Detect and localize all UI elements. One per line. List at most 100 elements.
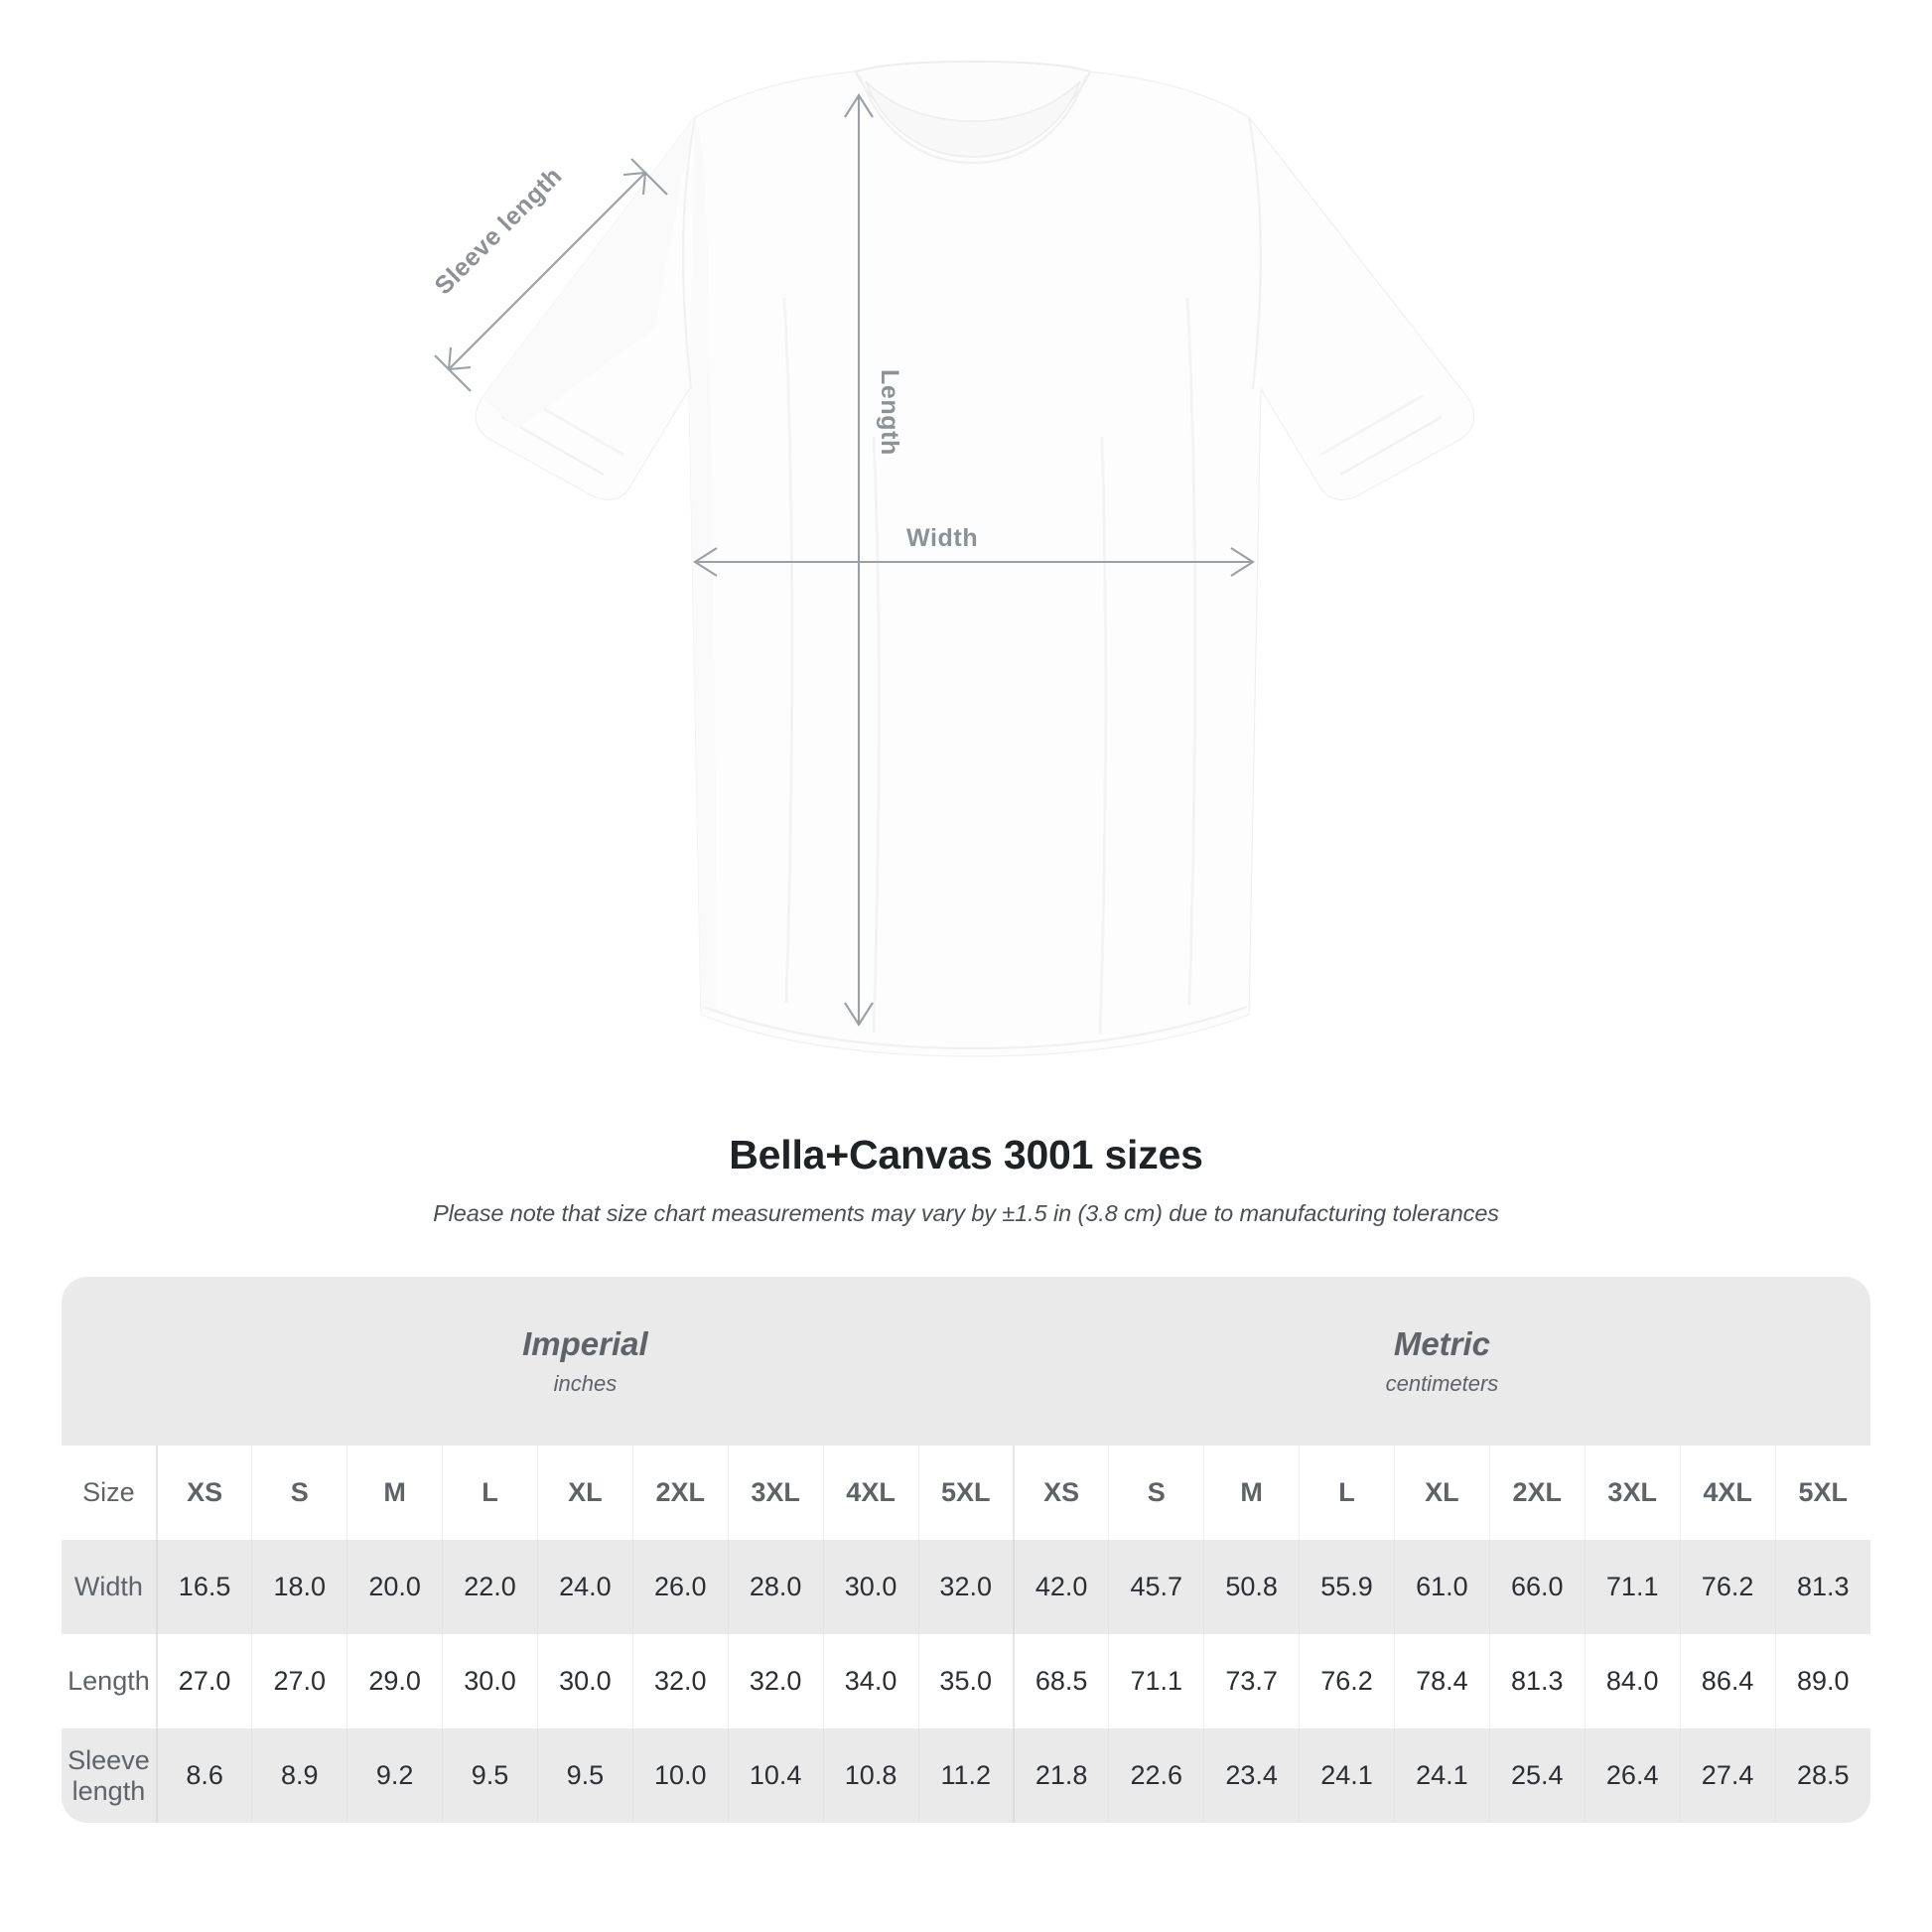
cell-width-imperial-4xl: 30.0 [823,1540,919,1634]
width-arrow [693,547,1255,577]
title-block: Bella+Canvas 3001 sizes Please note that… [0,1132,1932,1227]
page-title: Bella+Canvas 3001 sizes [729,1132,1203,1177]
cell-length-metric-s: 71.1 [1108,1634,1205,1728]
cell-width-metric-2xl: 66.0 [1489,1540,1586,1634]
row-label-sleeve-length: Sleeve length [62,1728,158,1823]
size-header-metric-l: L [1299,1446,1395,1540]
table-row: Length 27.0 27.0 29.0 30.0 30.0 32.0 32.… [62,1634,1870,1728]
size-header-metric-4xl: 4XL [1680,1446,1776,1540]
cell-width-imperial-3xl: 28.0 [728,1540,824,1634]
unit-sub-imperial: inches [553,1370,618,1396]
cell-sleeve-metric-xs: 21.8 [1012,1728,1110,1823]
cell-width-metric-m: 50.8 [1203,1540,1301,1634]
unit-header-metric: Metric centimeters [1013,1277,1870,1446]
cell-length-imperial-xs: 27.0 [156,1634,253,1728]
cell-width-imperial-l: 22.0 [442,1540,538,1634]
size-table-wrapper: Imperial inches Metric centimeters Size … [62,1277,1870,1823]
tshirt-illustration [475,60,1475,1057]
cell-length-imperial-3xl: 32.0 [728,1634,824,1728]
cell-length-metric-5xl: 89.0 [1775,1634,1870,1728]
size-header-metric-3xl: 3XL [1585,1446,1681,1540]
row-label-width: Width [62,1540,158,1634]
cell-width-metric-4xl: 76.2 [1680,1540,1776,1634]
cell-length-metric-xs: 68.5 [1012,1634,1110,1728]
cell-length-metric-4xl: 86.4 [1680,1634,1776,1728]
cell-length-imperial-xl: 30.0 [537,1634,633,1728]
cell-width-imperial-m: 20.0 [346,1540,444,1634]
unit-name-imperial: Imperial [522,1325,648,1363]
size-header-imperial-xs: XS [156,1446,253,1540]
cell-length-metric-l: 76.2 [1299,1634,1395,1728]
cell-sleeve-metric-5xl: 28.5 [1775,1728,1870,1823]
cell-length-metric-2xl: 81.3 [1489,1634,1586,1728]
size-header-imperial-s: S [251,1446,348,1540]
cell-sleeve-imperial-m: 9.2 [346,1728,444,1823]
cell-width-metric-5xl: 81.3 [1775,1540,1870,1634]
size-header-metric-xs: XS [1012,1446,1110,1540]
cell-sleeve-metric-m: 23.4 [1203,1728,1301,1823]
size-header-metric-m: M [1203,1446,1301,1540]
cell-width-metric-xs: 42.0 [1012,1540,1110,1634]
length-label: Length [876,369,903,456]
cell-sleeve-imperial-3xl: 10.4 [728,1728,824,1823]
size-header-metric-2xl: 2XL [1489,1446,1586,1540]
cell-width-imperial-xs: 16.5 [156,1540,253,1634]
cell-sleeve-imperial-l: 9.5 [442,1728,538,1823]
tshirt-diagram: Sleeve length Length Width [429,60,1475,1057]
size-header-imperial-l: L [442,1446,538,1540]
table-row: Sleeve length 8.6 8.9 9.2 9.5 9.5 10.0 1… [62,1728,1870,1823]
cell-sleeve-metric-l: 24.1 [1299,1728,1395,1823]
sleeve-length-arrow [434,158,668,392]
cell-width-metric-3xl: 71.1 [1585,1540,1681,1634]
size-header-imperial-xl: XL [537,1446,633,1540]
cell-length-metric-xl: 78.4 [1394,1634,1490,1728]
cell-sleeve-metric-xl: 24.1 [1394,1728,1490,1823]
cell-sleeve-metric-s: 22.6 [1108,1728,1205,1823]
unit-header-row: Imperial inches Metric centimeters [62,1277,1870,1446]
cell-length-imperial-l: 30.0 [442,1634,538,1728]
unit-name-metric: Metric [1393,1325,1491,1363]
sleeve-length-label: Sleeve length [429,162,567,300]
size-header-metric-s: S [1108,1446,1205,1540]
size-table: Imperial inches Metric centimeters Size … [62,1277,1870,1823]
size-header-metric-5xl: 5XL [1775,1446,1870,1540]
cell-sleeve-metric-4xl: 27.4 [1680,1728,1776,1823]
row-label-size: Size [62,1446,158,1540]
cell-length-imperial-4xl: 34.0 [823,1634,919,1728]
table-row: Width 16.5 18.0 20.0 22.0 24.0 26.0 28.0… [62,1540,1870,1634]
cell-sleeve-metric-2xl: 25.4 [1489,1728,1586,1823]
unit-header-spacer [62,1277,157,1446]
width-label: Width [906,524,978,552]
cell-length-metric-3xl: 84.0 [1585,1634,1681,1728]
size-header-imperial-3xl: 3XL [728,1446,824,1540]
cell-width-imperial-s: 18.0 [251,1540,348,1634]
cell-width-imperial-5xl: 32.0 [918,1540,1015,1634]
cell-sleeve-imperial-xl: 9.5 [537,1728,633,1823]
size-header-imperial-m: M [346,1446,444,1540]
size-header-imperial-4xl: 4XL [823,1446,919,1540]
tolerance-note: Please note that size chart measurements… [433,1200,1499,1226]
row-label-length: Length [62,1634,158,1728]
size-header-row: Size XS S M L XL 2XL 3XL 4XL 5XL XS S M … [62,1446,1870,1540]
cell-width-metric-xl: 61.0 [1394,1540,1490,1634]
cell-width-metric-l: 55.9 [1299,1540,1395,1634]
cell-length-metric-m: 73.7 [1203,1634,1301,1728]
size-header-imperial-2xl: 2XL [632,1446,729,1540]
cell-length-imperial-2xl: 32.0 [632,1634,729,1728]
cell-length-imperial-s: 27.0 [251,1634,348,1728]
cell-sleeve-imperial-xs: 8.6 [156,1728,253,1823]
cell-sleeve-imperial-5xl: 11.2 [918,1728,1015,1823]
size-header-imperial-5xl: 5XL [918,1446,1015,1540]
cell-width-imperial-2xl: 26.0 [632,1540,729,1634]
cell-sleeve-imperial-4xl: 10.8 [823,1728,919,1823]
unit-sub-metric: centimeters [1385,1370,1499,1396]
unit-header-imperial: Imperial inches [156,1277,1014,1446]
cell-width-metric-s: 45.7 [1108,1540,1205,1634]
cell-sleeve-metric-3xl: 26.4 [1585,1728,1681,1823]
size-header-metric-xl: XL [1394,1446,1490,1540]
cell-width-imperial-xl: 24.0 [537,1540,633,1634]
cell-sleeve-imperial-s: 8.9 [251,1728,348,1823]
length-arrow [844,93,874,1027]
cell-length-imperial-5xl: 35.0 [918,1634,1015,1728]
